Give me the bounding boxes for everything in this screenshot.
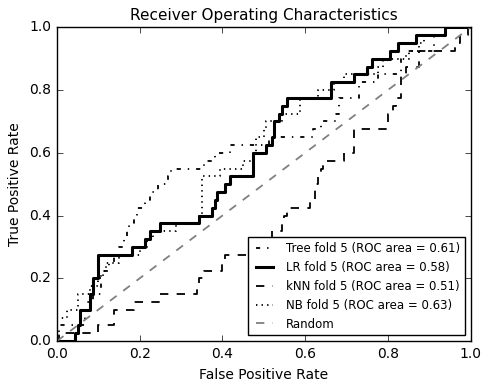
- Line: kNN fold 5 (ROC area = 0.51): kNN fold 5 (ROC area = 0.51): [57, 27, 471, 341]
- NB fold 5 (ROC area = 0.63): [250, 158, 256, 163]
- NB fold 5 (ROC area = 0.63): [258, 135, 264, 140]
- Tree fold 5 (ROC area = 0.61): [395, 72, 401, 77]
- kNN fold 5 (ROC area = 0.51): [398, 80, 404, 85]
- kNN fold 5 (ROC area = 0.51): [315, 182, 321, 186]
- NB fold 5 (ROC area = 0.63): [149, 229, 155, 234]
- Tree fold 5 (ROC area = 0.61): [54, 339, 60, 344]
- kNN fold 5 (ROC area = 0.51): [468, 25, 474, 30]
- LR fold 5 (ROC area = 0.58): [468, 25, 474, 30]
- Tree fold 5 (ROC area = 0.61): [245, 143, 251, 147]
- NB fold 5 (ROC area = 0.63): [390, 56, 396, 61]
- kNN fold 5 (ROC area = 0.51): [284, 213, 290, 218]
- Y-axis label: True Positive Rate: True Positive Rate: [8, 122, 23, 246]
- kNN fold 5 (ROC area = 0.51): [171, 292, 176, 296]
- NB fold 5 (ROC area = 0.63): [54, 339, 60, 344]
- kNN fold 5 (ROC area = 0.51): [465, 25, 471, 30]
- Line: Tree fold 5 (ROC area = 0.61): Tree fold 5 (ROC area = 0.61): [57, 27, 471, 341]
- Tree fold 5 (ROC area = 0.61): [460, 25, 466, 30]
- LR fold 5 (ROC area = 0.58): [388, 48, 393, 53]
- NB fold 5 (ROC area = 0.63): [292, 111, 298, 116]
- LR fold 5 (ROC area = 0.58): [442, 25, 448, 30]
- X-axis label: False Positive Rate: False Positive Rate: [199, 368, 328, 382]
- NB fold 5 (ROC area = 0.63): [468, 25, 474, 30]
- LR fold 5 (ROC area = 0.58): [250, 158, 256, 163]
- Line: NB fold 5 (ROC area = 0.63): NB fold 5 (ROC area = 0.63): [57, 27, 471, 341]
- LR fold 5 (ROC area = 0.58): [460, 25, 466, 30]
- Tree fold 5 (ROC area = 0.61): [261, 143, 267, 147]
- Tree fold 5 (ROC area = 0.61): [142, 206, 147, 210]
- kNN fold 5 (ROC area = 0.51): [54, 339, 60, 344]
- kNN fold 5 (ROC area = 0.51): [274, 229, 280, 234]
- LR fold 5 (ROC area = 0.58): [54, 339, 60, 344]
- Line: LR fold 5 (ROC area = 0.58): LR fold 5 (ROC area = 0.58): [57, 27, 471, 341]
- Tree fold 5 (ROC area = 0.61): [442, 25, 448, 30]
- NB fold 5 (ROC area = 0.63): [460, 25, 466, 30]
- kNN fold 5 (ROC area = 0.51): [460, 33, 466, 37]
- LR fold 5 (ROC area = 0.58): [264, 151, 270, 155]
- Tree fold 5 (ROC area = 0.61): [299, 135, 305, 140]
- NB fold 5 (ROC area = 0.63): [442, 25, 448, 30]
- LR fold 5 (ROC area = 0.58): [287, 96, 293, 100]
- Tree fold 5 (ROC area = 0.61): [468, 25, 474, 30]
- Legend: Tree fold 5 (ROC area = 0.61), LR fold 5 (ROC area = 0.58), kNN fold 5 (ROC area: Tree fold 5 (ROC area = 0.61), LR fold 5…: [248, 237, 465, 335]
- LR fold 5 (ROC area = 0.58): [149, 229, 155, 234]
- Title: Receiver Operating Characteristics: Receiver Operating Characteristics: [130, 8, 397, 23]
